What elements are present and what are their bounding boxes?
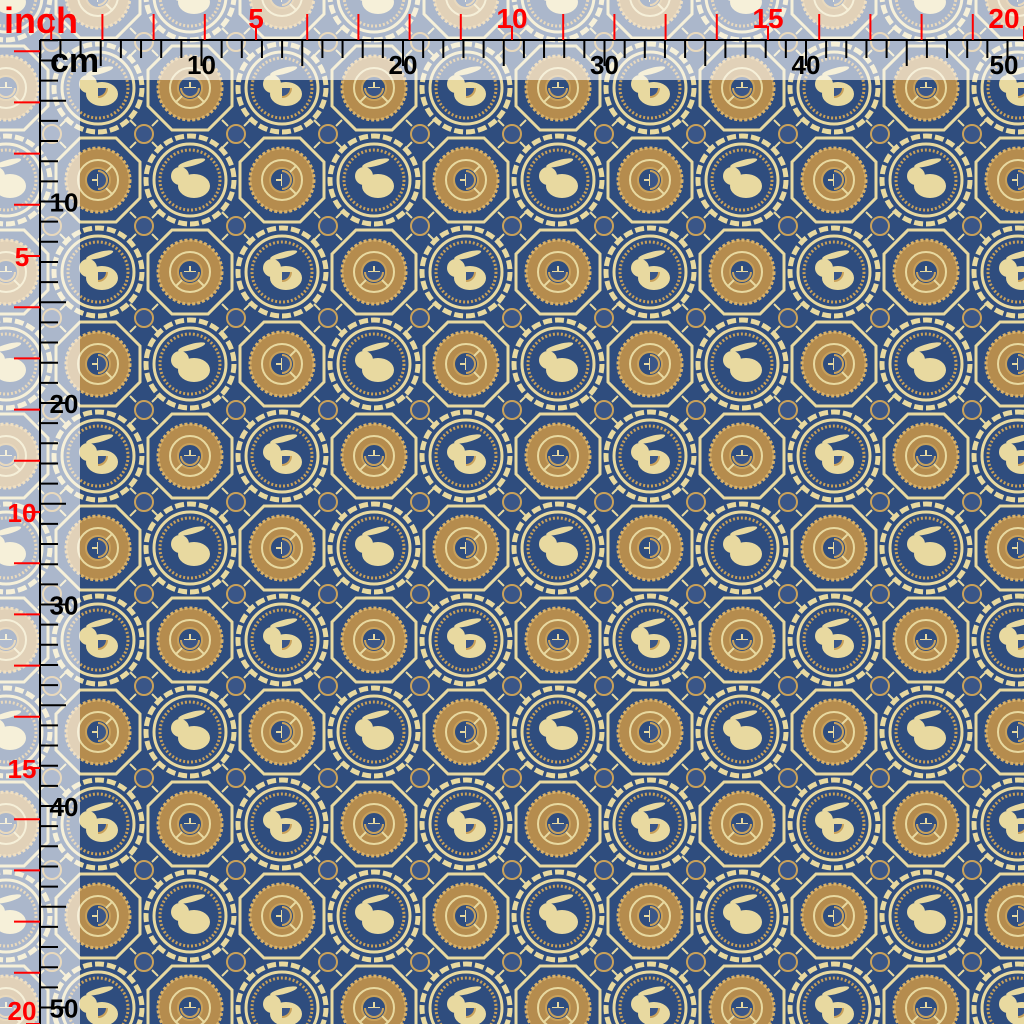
left-inch-label: 5 [15,242,29,272]
top-cm-label: 40 [792,50,821,80]
top-inch-label: 5 [248,3,264,34]
left-cm-label: 50 [50,994,79,1024]
top-inch-label: 10 [496,3,527,34]
top-cm-label: 50 [990,50,1019,80]
left-inch-label: 15 [8,754,37,784]
top-inch-label: 20 [988,3,1019,34]
top-cm-label: 10 [187,50,216,80]
left-cm-label: 30 [50,591,79,621]
left-cm-label: 20 [50,389,79,419]
cm-unit-label: cm [50,42,99,80]
left-inch-label: 10 [8,498,37,528]
left-cm-label: 40 [50,792,79,822]
top-inch-label: 15 [752,3,783,34]
top-cm-label: 20 [389,50,418,80]
inch-unit-label: inch [4,0,78,41]
left-cm-label: 10 [50,188,79,218]
ruler-ticks [14,14,1024,1024]
top-cm-label: 30 [590,50,619,80]
left-inch-label: 20 [8,996,37,1024]
